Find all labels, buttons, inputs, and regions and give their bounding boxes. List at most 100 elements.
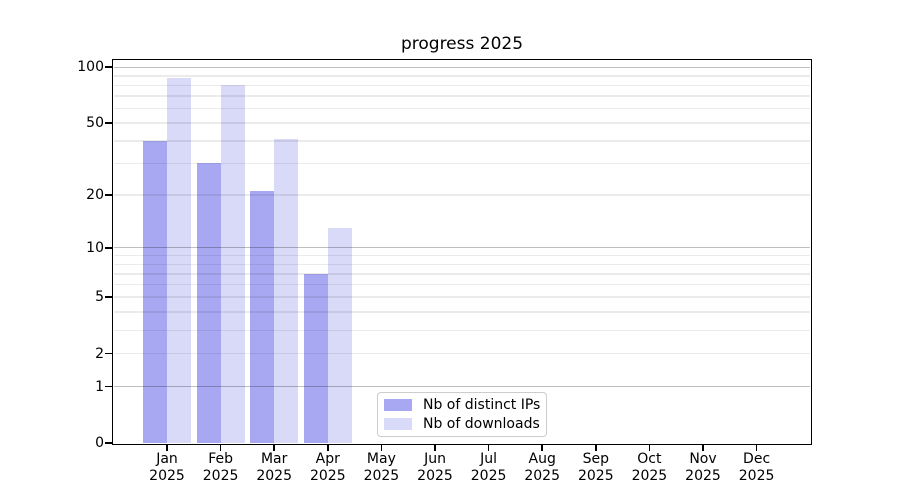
gridline-minor-6 xyxy=(114,284,810,286)
gridline-minor-80 xyxy=(114,84,810,87)
x-tick-mark-dec xyxy=(755,445,758,451)
x-tick-label-nov: Nov 2025 xyxy=(671,451,735,484)
x-tick-label-mar: Mar 2025 xyxy=(242,451,306,484)
bar-mar-distinct-ips xyxy=(250,191,275,443)
gridline-major-1 xyxy=(114,385,810,388)
y-tick-label-100: 100 xyxy=(77,59,104,76)
x-tick-mark-apr xyxy=(326,445,329,451)
y-tick-mark-2 xyxy=(105,352,112,355)
gridline-minor-4 xyxy=(114,311,810,313)
legend-label-downloads: Nb of downloads xyxy=(423,415,540,432)
y-tick-mark-1 xyxy=(105,385,112,388)
bar-apr-downloads xyxy=(327,228,352,443)
x-tick-mark-mar xyxy=(273,445,276,451)
x-tick-mark-sep xyxy=(594,445,597,451)
gridline-minor-40 xyxy=(114,140,810,142)
x-tick-label-sep: Sep 2025 xyxy=(564,451,628,484)
y-tick-mark-20 xyxy=(105,194,112,197)
gridline-major-50 xyxy=(114,122,810,124)
x-tick-mark-jun xyxy=(434,445,436,451)
x-tick-label-jun: Jun 2025 xyxy=(403,451,467,484)
x-tick-month: Feb xyxy=(208,451,233,467)
gridline-minor-8 xyxy=(114,263,810,266)
gridline-major-100 xyxy=(114,66,810,68)
x-tick-year: 2025 xyxy=(738,467,775,484)
gridline-minor-3 xyxy=(114,329,810,332)
gridline-minor-90 xyxy=(114,75,810,77)
x-tick-month: Aug xyxy=(528,451,556,467)
x-tick-label-jul: Jul 2025 xyxy=(457,451,521,484)
x-tick-month: Jun xyxy=(424,451,446,467)
x-tick-label-feb: Feb 2025 xyxy=(189,451,253,484)
legend-label-distinct-ips: Nb of distinct IPs xyxy=(423,397,541,414)
x-tick-year: 2025 xyxy=(524,467,560,484)
x-tick-month: Jul xyxy=(480,451,498,467)
x-tick-label-oct: Oct 2025 xyxy=(617,451,681,484)
gridline-minor-30 xyxy=(114,162,810,165)
y-tick-label-0: 0 xyxy=(95,435,104,451)
x-tick-label-aug: Aug 2025 xyxy=(510,451,574,484)
y-tick-label-1: 1 xyxy=(95,378,104,395)
gridline-major-20 xyxy=(114,194,810,196)
legend-swatch-distinct-ips xyxy=(384,399,412,412)
legend-swatch-downloads xyxy=(384,417,412,430)
x-tick-month: Apr xyxy=(315,451,340,467)
legend: Nb of distinct IPs Nb of downloads xyxy=(377,392,547,437)
x-tick-mark-oct xyxy=(648,445,651,451)
x-tick-label-may: May 2025 xyxy=(349,451,413,484)
bar-feb-downloads xyxy=(220,85,245,443)
y-tick-label-10: 10 xyxy=(86,239,104,256)
x-tick-year: 2025 xyxy=(577,467,614,484)
x-tick-mark-nov xyxy=(702,445,704,451)
gridline-minor-7 xyxy=(114,273,810,275)
bar-jan-distinct-ips xyxy=(143,140,167,443)
x-tick-year: 2025 xyxy=(470,467,507,484)
x-tick-year: 2025 xyxy=(685,467,721,484)
x-tick-year: 2025 xyxy=(309,467,346,484)
x-tick-month: Oct xyxy=(637,451,662,467)
x-tick-month: May xyxy=(366,451,396,467)
legend-entry-distinct-ips: Nb of distinct IPs xyxy=(384,397,540,413)
gridline-major-10 xyxy=(114,247,810,249)
gridline-minor-9 xyxy=(114,255,810,257)
bar-mar-downloads xyxy=(274,138,299,443)
gridline-major-5 xyxy=(114,296,810,298)
x-tick-mark-jul xyxy=(487,445,490,451)
x-tick-label-apr: Apr 2025 xyxy=(296,451,360,484)
bar-jan-downloads xyxy=(167,77,191,443)
y-tick-mark-0 xyxy=(105,442,112,444)
x-tick-mark-jan xyxy=(166,445,168,451)
x-tick-label-dec: Dec 2025 xyxy=(725,451,789,484)
gridline-minor-60 xyxy=(114,107,810,110)
y-tick-mark-5 xyxy=(105,296,112,299)
x-tick-year: 2025 xyxy=(202,467,239,484)
chart-title: progress 2025 xyxy=(400,34,524,54)
x-tick-month: Nov xyxy=(689,451,717,467)
gridline-minor-70 xyxy=(114,95,810,97)
y-tick-label-2: 2 xyxy=(95,345,104,362)
x-tick-year: 2025 xyxy=(149,467,185,484)
x-tick-mark-aug xyxy=(541,445,544,451)
legend-entry-downloads: Nb of downloads xyxy=(384,416,540,432)
x-tick-year: 2025 xyxy=(363,467,400,484)
bar-apr-distinct-ips xyxy=(303,273,328,443)
gridline-major-2 xyxy=(114,352,810,355)
y-tick-label-5: 5 xyxy=(95,289,104,306)
x-tick-mark-may xyxy=(380,445,383,451)
x-tick-mark-feb xyxy=(219,445,222,451)
bar-feb-distinct-ips xyxy=(196,163,221,443)
y-tick-mark-100 xyxy=(105,66,112,69)
x-tick-year: 2025 xyxy=(256,467,292,484)
y-tick-mark-50 xyxy=(105,122,112,124)
x-tick-year: 2025 xyxy=(417,467,453,484)
x-tick-label-jan: Jan 2025 xyxy=(135,451,199,484)
y-tick-label-50: 50 xyxy=(86,114,104,131)
x-tick-month: Mar xyxy=(260,451,288,467)
x-tick-month: Jan xyxy=(156,451,178,467)
x-tick-month: Sep xyxy=(582,451,609,467)
y-tick-mark-10 xyxy=(105,246,112,249)
y-tick-label-20: 20 xyxy=(86,187,104,204)
x-tick-month: Dec xyxy=(743,451,771,467)
x-tick-year: 2025 xyxy=(631,467,668,484)
